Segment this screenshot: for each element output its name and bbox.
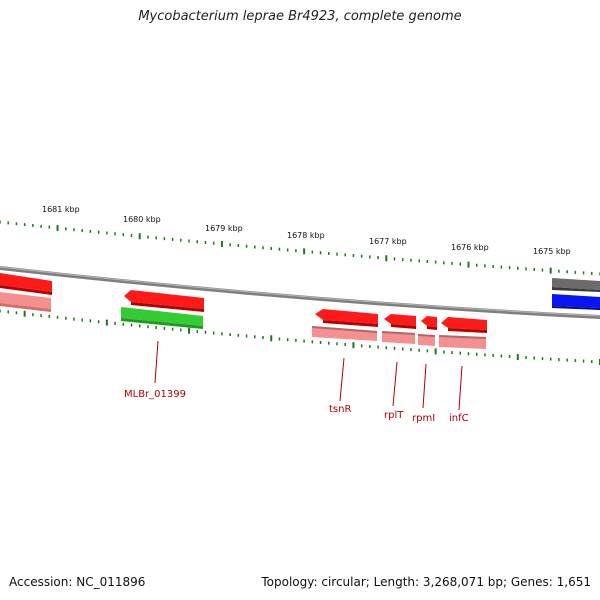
gene-label-infc: infC (449, 413, 469, 424)
gene-infc-red (441, 317, 487, 333)
gene-right-gray (552, 278, 600, 292)
gene-mlbr-01398-red (124, 290, 204, 312)
accession-text: Accession: NC_011896 (9, 575, 146, 589)
leader-line-mlbr-01399 (154, 340, 159, 384)
genome-backbone (0, 266, 600, 319)
gene-tsnr-pink (312, 326, 377, 341)
genome-summary-text: Topology: circular; Length: 3,268,071 bp… (261, 575, 591, 589)
gene-label-mlbr-01399: MLBr_01399 (124, 389, 186, 400)
kbp-label-1676: 1676 kbp (451, 243, 489, 252)
gene-rplt-pink (382, 331, 415, 344)
gene-label-rplt: rplT (384, 410, 404, 421)
inner-tick-ring (0, 309, 600, 365)
gene-right-blue (552, 294, 600, 310)
gene-label-tsnr: tsnR (329, 404, 351, 415)
outer-tick-ring (0, 220, 600, 276)
gene-rplt-red (384, 314, 416, 329)
kbp-label-1681: 1681 kbp (42, 205, 80, 214)
gene-infc-pink (439, 335, 486, 349)
leader-line-tsnr (339, 357, 345, 402)
kbp-label-1675: 1675 kbp (533, 247, 571, 256)
leader-line-infc (458, 365, 463, 411)
kbp-label-1678: 1678 kbp (287, 231, 325, 240)
genome-backbone-highlight (0, 266, 600, 317)
leader-line-rplt (392, 361, 398, 407)
gene-left-partial-pink (0, 292, 51, 312)
kbp-label-1680: 1680 kbp (123, 215, 161, 224)
gene-label-rpmi: rpmI (412, 413, 435, 424)
genome-title: Mycobacterium leprae Br4923, complete ge… (138, 9, 462, 24)
gene-rpmi-pink (418, 334, 435, 346)
gene-mlbr-01399-green (121, 307, 203, 329)
kbp-label-1677: 1677 kbp (369, 237, 407, 246)
leader-line-rpmi (422, 363, 427, 409)
kbp-label-1679: 1679 kbp (205, 224, 243, 233)
gene-left-partial-red (0, 273, 52, 295)
gene-rpmi-red (421, 316, 437, 330)
gene-tsnr-red (315, 309, 378, 327)
